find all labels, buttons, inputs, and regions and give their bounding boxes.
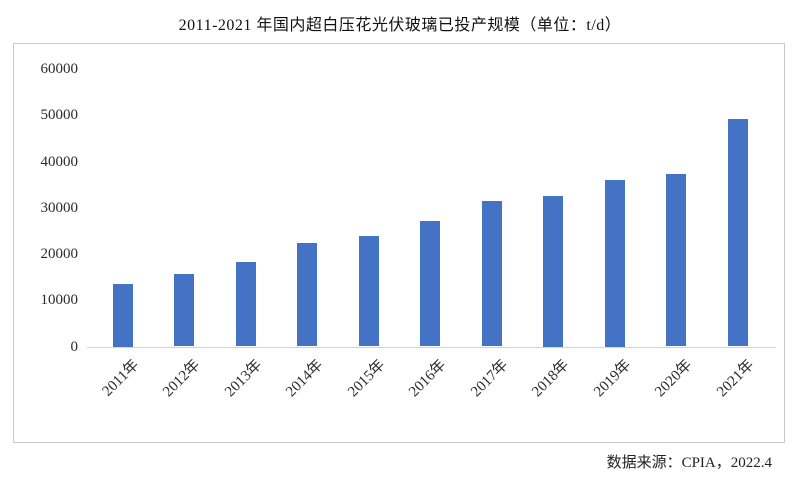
x-axis-tick-label: 2017年: [467, 356, 512, 400]
bar-2013年: [235, 261, 256, 347]
x-axis-tick-label: 2014年: [283, 356, 327, 400]
x-axis-tick-label: 2015年: [344, 356, 389, 400]
y-axis-tick-label: 10000: [40, 292, 79, 309]
y-axis-tick-label: 0: [70, 338, 79, 355]
bar-2021年: [728, 118, 748, 347]
bar-2012年: [174, 273, 195, 347]
x-axis-line: [87, 346, 776, 348]
y-axis-tick-label: 20000: [40, 246, 79, 262]
bar-2019年: [604, 180, 625, 347]
bar-2011年: [112, 284, 133, 347]
bar-2018年: [543, 196, 564, 347]
bar-2015年: [358, 236, 379, 347]
x-axis-tick-label: 2016年: [406, 356, 450, 400]
data-source-note: 数据来源：CPIA，2022.4: [606, 455, 772, 471]
x-axis-tick-label: 2011年: [99, 356, 142, 400]
y-axis-tick-label: 60000: [40, 61, 79, 77]
x-axis-tick-label: 2020年: [652, 356, 696, 400]
bar-2020年: [666, 174, 687, 347]
bar-2016年: [420, 221, 441, 347]
bar-2017年: [481, 201, 502, 347]
bar-2014年: [297, 242, 318, 347]
x-axis-tick-label: 2013年: [221, 356, 265, 400]
x-axis-tick-label: 2018年: [529, 356, 573, 400]
x-axis-tick-label: 2021年: [714, 356, 758, 400]
y-axis-tick-label: 40000: [40, 153, 79, 170]
y-axis-tick-label: 50000: [40, 107, 79, 124]
x-axis-tick-label: 2019年: [591, 356, 635, 400]
x-axis-tick-label: 2012年: [160, 356, 204, 400]
chart-title: 2011-2021 年国内超白压花光伏玻璃已投产规模（单位：t/d）: [178, 17, 622, 34]
chart-frame: 0 10000 20000 30000 40000 50000 60000 2011年 2012…: [13, 43, 785, 443]
y-axis-tick-label: 30000: [40, 199, 79, 216]
